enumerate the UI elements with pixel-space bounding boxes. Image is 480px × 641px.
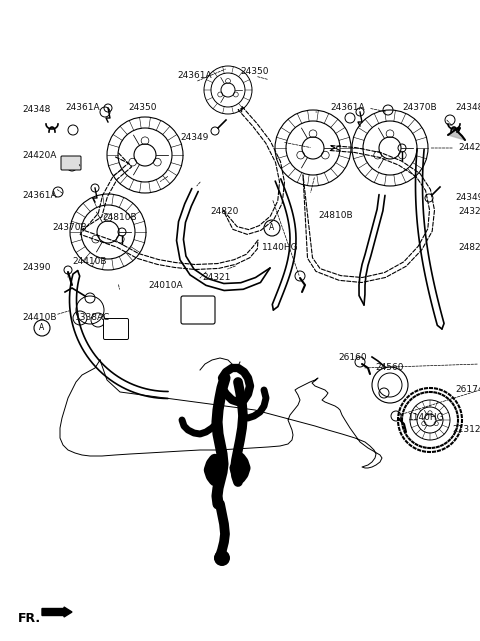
Text: A: A: [269, 224, 275, 233]
Text: 24361A: 24361A: [22, 190, 57, 199]
Text: 1140HG: 1140HG: [408, 413, 444, 422]
Text: 24350: 24350: [241, 67, 269, 76]
Text: 1140HG: 1140HG: [262, 244, 299, 253]
Text: 24810B: 24810B: [318, 210, 353, 219]
Text: 24370B: 24370B: [402, 103, 437, 113]
Text: 24370B: 24370B: [52, 224, 86, 233]
Text: 24361A: 24361A: [330, 103, 365, 113]
Text: 24349: 24349: [455, 194, 480, 203]
Text: 24420A: 24420A: [22, 151, 56, 160]
Text: A: A: [39, 324, 45, 333]
Text: 24390: 24390: [22, 263, 50, 272]
Text: 24560: 24560: [375, 363, 404, 372]
Text: 21312A: 21312A: [452, 426, 480, 435]
FancyBboxPatch shape: [104, 319, 129, 340]
Text: 24321: 24321: [202, 274, 230, 283]
Text: 24348: 24348: [455, 103, 480, 113]
Text: 24410B: 24410B: [22, 313, 57, 322]
Text: 24361A: 24361A: [65, 103, 100, 113]
Text: 24420A: 24420A: [458, 144, 480, 153]
Text: 24010A: 24010A: [148, 281, 182, 290]
Text: 24321: 24321: [458, 208, 480, 217]
Text: 26160: 26160: [338, 353, 367, 363]
Text: 24348: 24348: [22, 106, 50, 115]
FancyArrow shape: [42, 607, 72, 617]
Text: 24820: 24820: [458, 244, 480, 253]
Text: 26174P: 26174P: [455, 385, 480, 394]
Text: FR.: FR.: [18, 612, 41, 624]
Text: 24350: 24350: [128, 103, 156, 113]
Text: 1338AC: 1338AC: [75, 313, 110, 322]
Text: 24361A: 24361A: [178, 71, 212, 79]
Polygon shape: [448, 128, 465, 140]
FancyBboxPatch shape: [181, 296, 215, 324]
Text: 24410B: 24410B: [72, 258, 107, 267]
Text: 24349: 24349: [180, 133, 208, 142]
Circle shape: [214, 550, 230, 566]
Text: 24820: 24820: [210, 208, 239, 217]
FancyBboxPatch shape: [61, 156, 81, 170]
Text: 24810B: 24810B: [102, 213, 137, 222]
